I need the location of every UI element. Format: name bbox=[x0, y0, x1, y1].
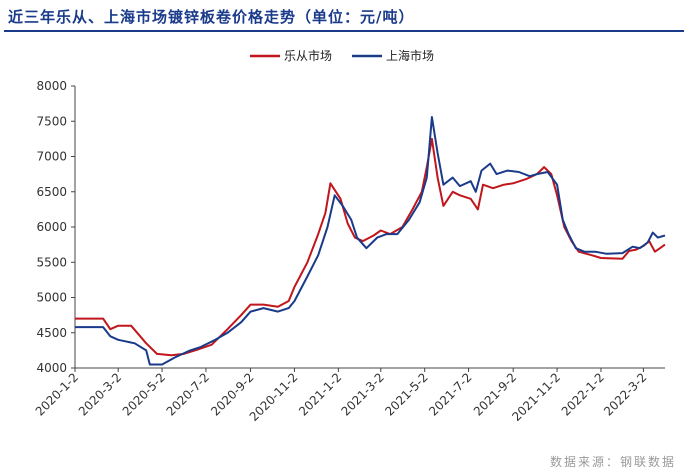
y-tick-label: 4500 bbox=[36, 326, 67, 340]
y-tick-label: 7000 bbox=[36, 150, 67, 164]
y-tick-label: 4000 bbox=[36, 361, 67, 375]
y-tick-label: 6000 bbox=[36, 220, 67, 234]
axes: 4000 4500 5000 5500 6000 6500 7000 7500 8000 2020… bbox=[33, 79, 665, 424]
x-tick-label: 2020-7-2 bbox=[164, 370, 212, 418]
legend: 乐从市场 上海市场 bbox=[250, 48, 434, 63]
y-tick-label: 7500 bbox=[36, 114, 67, 128]
data-source: 数据来源：钢联数据 bbox=[549, 455, 676, 469]
series-lines bbox=[75, 116, 666, 366]
x-tick-label: 2021-1-2 bbox=[296, 370, 344, 418]
legend-label-2: 上海市场 bbox=[386, 48, 434, 63]
chart-title: 近三年乐从、上海市场镀锌板卷价格走势（单位：元/吨） bbox=[8, 8, 415, 26]
series-line-1 bbox=[75, 137, 666, 357]
y-tick-label: 5500 bbox=[36, 255, 67, 269]
x-tick-label: 2020-5-2 bbox=[120, 370, 168, 418]
x-tick-label: 2021-7-2 bbox=[426, 370, 474, 418]
title-underline bbox=[4, 30, 684, 32]
x-tick-label: 2020-1-2 bbox=[33, 370, 81, 418]
x-tick-label: 2022-3-2 bbox=[601, 370, 649, 418]
y-tick-label: 8000 bbox=[36, 79, 67, 93]
legend-label-1: 乐从市场 bbox=[284, 48, 332, 63]
x-tick-label: 2021-5-2 bbox=[382, 370, 430, 418]
x-tick-label: 2022-1-2 bbox=[559, 370, 607, 418]
y-tick-label: 5000 bbox=[36, 291, 67, 305]
x-tick-label: 2021-3-2 bbox=[338, 370, 386, 418]
series-line-2 bbox=[75, 116, 666, 366]
x-tick-label: 2020-3-2 bbox=[76, 370, 124, 418]
y-tick-label: 6500 bbox=[36, 185, 67, 199]
